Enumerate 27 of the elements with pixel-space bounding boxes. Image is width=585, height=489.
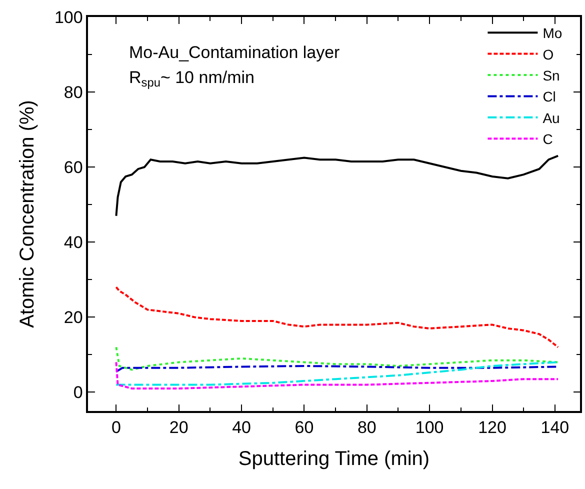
x-tick-label: 0 (111, 418, 121, 438)
line-series (115, 346, 560, 371)
x-tick-label: 60 (294, 418, 314, 438)
legend-label: Cl (542, 88, 556, 105)
legend-label: Mo (542, 25, 562, 42)
y-tick-label: 0 (73, 383, 83, 402)
legend-label: C (542, 131, 553, 148)
line-series (115, 154, 560, 217)
x-tick-label: 40 (232, 418, 252, 438)
annotation: Mo-Au_Contamination layer (129, 43, 340, 62)
y-tick-label: 60 (64, 158, 83, 178)
y-tick-label: 100 (54, 8, 83, 27)
line-series (115, 286, 560, 348)
y-tick-label: 20 (64, 308, 83, 328)
legend-label: Sn (542, 67, 560, 84)
annotation: R$_{spu}$~ 10 nm/min (129, 68, 254, 90)
x-tick-label: 100 (415, 418, 444, 438)
legend-label: O (542, 46, 554, 62)
y-tick-label: 80 (64, 83, 83, 102)
legend-label: Au (542, 110, 560, 126)
x-tick-label: 80 (357, 418, 376, 438)
x-axis-title: Sputtering Time (min) (238, 448, 430, 470)
x-tick-label: 20 (169, 418, 188, 438)
x-tick-label: 140 (540, 418, 570, 438)
y-tick-label: 40 (64, 233, 83, 252)
y-axis-title: Atomic Concentration (%) (16, 100, 38, 328)
x-tick-label: 120 (478, 418, 506, 438)
